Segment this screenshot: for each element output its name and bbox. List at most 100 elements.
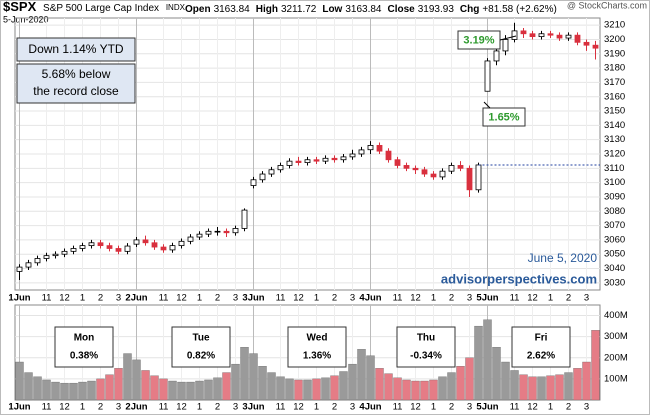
day-change: -0.34%	[410, 351, 442, 362]
x-tick-label: 3	[350, 402, 355, 413]
y-tick-label: 3060	[604, 234, 625, 245]
volume-bar	[501, 361, 510, 401]
volume-bar	[213, 377, 222, 401]
volume-bar	[591, 330, 600, 401]
volume-bar	[564, 372, 573, 401]
volume-bar	[492, 347, 501, 401]
y-tick-label: 200M	[604, 352, 628, 363]
y-tick-label: 100M	[604, 373, 628, 384]
volume-bar	[366, 355, 375, 401]
header: $SPX S&P 500 Large Cap Index INDX	[3, 0, 186, 14]
x-tick-label: 12	[293, 402, 304, 413]
volume-bar	[384, 373, 393, 401]
x-tick-label: 2	[332, 402, 337, 413]
volume-bar	[312, 378, 321, 401]
candle-body	[97, 242, 104, 247]
x-tick-label: 2Jun	[125, 402, 147, 413]
candle-body	[187, 236, 194, 242]
volume-bar	[150, 375, 159, 401]
candle-body	[367, 145, 374, 151]
y-tick-label: 300M	[604, 331, 628, 342]
volume-bar	[24, 372, 33, 401]
x-tick-label: 11	[393, 402, 403, 413]
candle-body	[394, 159, 401, 166]
volume-bar	[357, 349, 366, 401]
candle-body	[259, 173, 266, 181]
x-tick-label: 3	[116, 402, 121, 413]
x-tick-label: 1	[80, 402, 85, 413]
candle-body	[79, 245, 86, 249]
candle-body	[214, 230, 221, 233]
x-tick-label: 2	[215, 402, 220, 413]
day-box	[54, 326, 114, 368]
candle-body	[556, 34, 563, 39]
candle-body	[412, 167, 419, 171]
candle-body	[304, 159, 311, 163]
day-name: Wed	[307, 333, 328, 344]
x-tick-label: 2	[98, 402, 103, 413]
x-tick-label: 2	[449, 402, 454, 413]
candle-body	[277, 165, 284, 171]
candle-body	[61, 250, 68, 255]
volume-bar	[276, 376, 285, 401]
candle-body	[592, 44, 599, 49]
candle-body	[286, 160, 293, 166]
volume-bar	[447, 372, 456, 401]
volume-bar	[474, 325, 483, 401]
volume-bar	[60, 382, 69, 401]
x-tick-label: 11	[159, 402, 169, 413]
day-change: 1.36%	[303, 351, 331, 362]
day-box	[511, 326, 571, 368]
volume-bar	[42, 379, 51, 401]
volume-bar	[321, 377, 330, 401]
y-tick-label: 3160	[604, 91, 625, 102]
x-tick-label: 1	[314, 402, 319, 413]
candle-body	[448, 165, 455, 172]
x-tick-label: 1	[197, 402, 202, 413]
candle-body	[349, 153, 356, 158]
candle-body	[574, 34, 581, 43]
candle-body	[169, 245, 176, 251]
candle-body	[538, 33, 545, 38]
volume-bar	[546, 375, 555, 401]
candle-body	[502, 39, 509, 52]
candle-body	[88, 242, 95, 247]
y-tick-label: 3130	[604, 134, 625, 145]
x-tick-label: 1	[314, 293, 319, 304]
x-tick-label: 2	[566, 402, 571, 413]
x-tick-label: 1Jun	[8, 293, 30, 304]
y-tick-label: 3150	[604, 106, 625, 117]
candle-body	[565, 34, 572, 39]
candle-body	[421, 169, 428, 175]
x-tick-label: 12	[293, 293, 304, 304]
x-tick-label: 12	[527, 293, 538, 304]
exchange: INDX	[166, 3, 186, 12]
subtitle: S&P 500 Large Cap Index	[43, 3, 159, 14]
change-value: +81.58 (+2.62%)	[482, 4, 557, 15]
x-tick-label: 1	[548, 293, 553, 304]
y-tick-label: 3080	[604, 206, 625, 217]
x-tick-label: 3	[467, 402, 472, 413]
volume-bar	[537, 376, 546, 401]
candle-body	[385, 150, 392, 161]
volume-bar	[330, 375, 339, 401]
y-tick-label: 3040	[604, 263, 625, 274]
volume-bar	[519, 374, 528, 401]
x-tick-label: 3	[467, 293, 472, 304]
candle-body	[475, 164, 482, 191]
volume-bar	[168, 380, 177, 401]
quote-value: 3211.72	[281, 4, 317, 15]
volume-bar	[159, 378, 168, 401]
volume-bar	[69, 382, 78, 401]
day-box	[287, 326, 347, 368]
marks	[15, 22, 600, 401]
candle-body	[160, 246, 167, 251]
y-tick-label: 3090	[604, 191, 625, 202]
x-tick-label: 5Jun	[476, 293, 498, 304]
candle-body	[34, 258, 41, 264]
volume-bar	[105, 374, 114, 401]
volume-bar	[78, 381, 87, 401]
x-tick-label: 11	[510, 293, 520, 304]
volume-bar	[294, 379, 303, 401]
